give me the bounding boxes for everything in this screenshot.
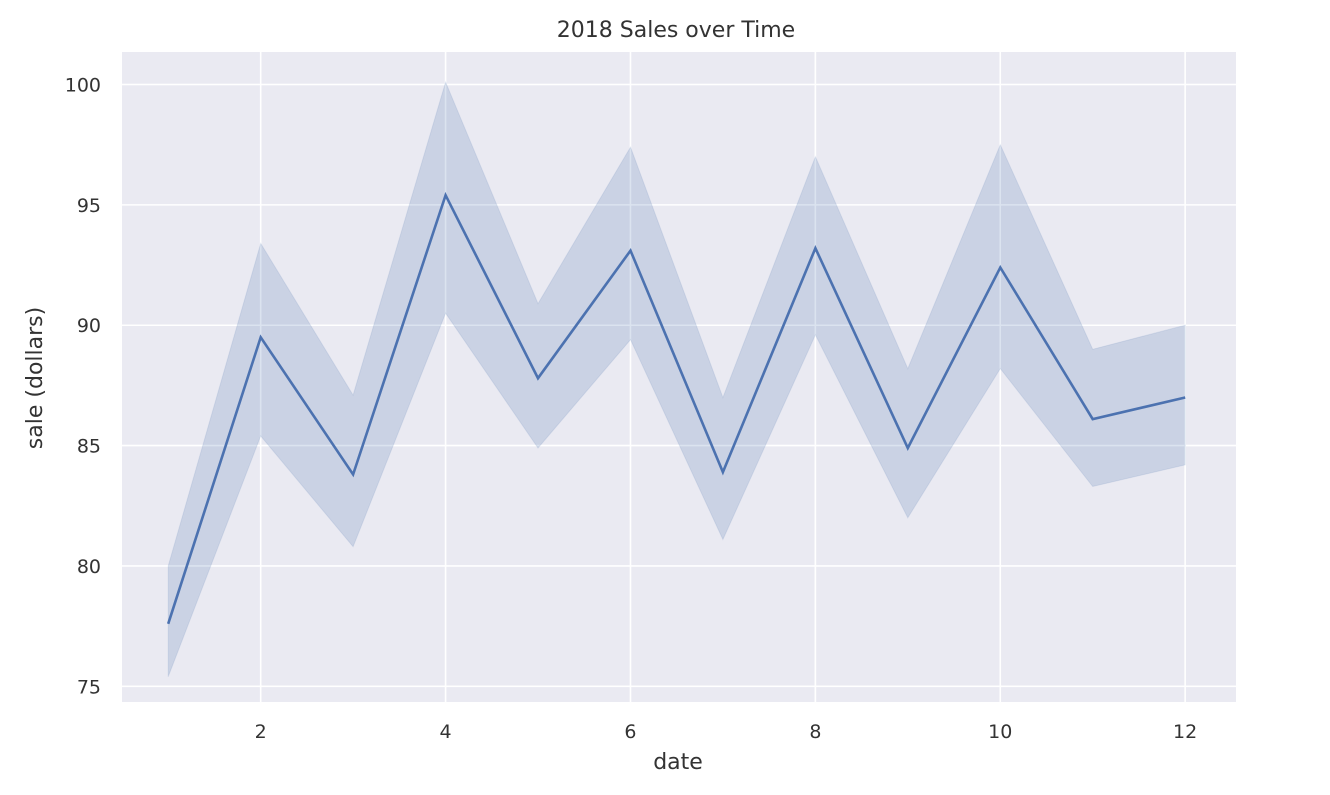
x-axis-title: date bbox=[653, 750, 703, 775]
y-tick-label: 80 bbox=[77, 556, 101, 578]
x-tick-label: 6 bbox=[624, 721, 636, 743]
confidence-band bbox=[167, 80, 1186, 677]
x-tick-label: 2 bbox=[255, 721, 267, 743]
confidence-band-area bbox=[167, 80, 1186, 677]
y-tick-label: 95 bbox=[77, 195, 101, 217]
x-tick-label: 4 bbox=[440, 721, 452, 743]
x-tick-label: 8 bbox=[809, 721, 821, 743]
x-tick-label: 12 bbox=[1173, 721, 1197, 743]
grid-lines bbox=[122, 52, 1236, 702]
chart-title: 2018 Sales over Time bbox=[557, 18, 795, 43]
x-tick-labels: 2 4 6 8 10 12 bbox=[255, 721, 1198, 743]
sales-line bbox=[166, 191, 1186, 625]
series-line bbox=[166, 191, 1186, 625]
y-tick-label: 75 bbox=[77, 676, 101, 698]
y-axis-title: sale (dollars) bbox=[23, 307, 48, 449]
y-tick-labels: 75 80 85 90 95 100 bbox=[65, 75, 101, 699]
x-tick-label: 10 bbox=[988, 721, 1012, 743]
plot-background bbox=[122, 52, 1236, 702]
y-tick-label: 85 bbox=[77, 436, 101, 458]
y-tick-label: 100 bbox=[65, 75, 101, 97]
y-tick-label: 90 bbox=[77, 315, 101, 337]
